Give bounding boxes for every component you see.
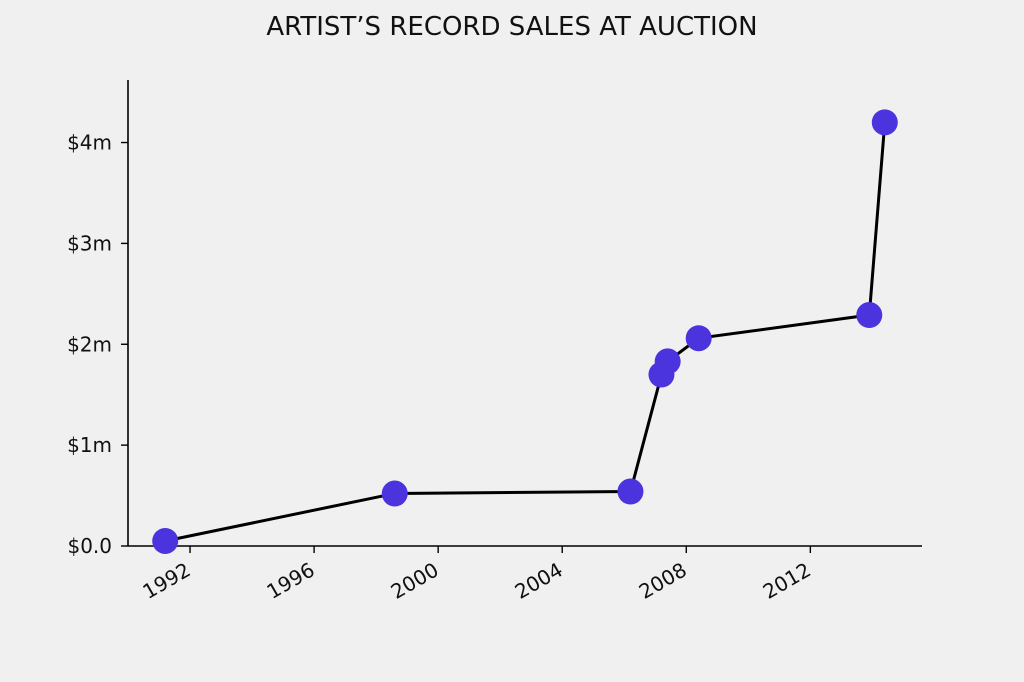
x-tick-label: 1992 (138, 558, 194, 604)
data-point (856, 302, 883, 329)
x-tick-label: 2000 (387, 558, 443, 604)
data-point (617, 478, 644, 505)
data-point (654, 348, 681, 375)
plot-area: $0.0 $1m $2m $3m $4m 1992 1996 2000 2004 2008 2012 (67, 80, 922, 604)
x-tick-label: 2008 (635, 558, 691, 604)
x-tick-label: 2004 (511, 558, 567, 604)
data-point (871, 109, 898, 136)
y-tick-label: $4m (67, 131, 112, 155)
data-point (381, 480, 408, 507)
series-line (164, 122, 887, 543)
y-tick-label: $0.0 (67, 534, 112, 558)
data-point (685, 325, 712, 352)
x-tick-label: 2012 (759, 558, 815, 604)
chart-title: ARTIST’S RECORD SALES AT AUCTION (266, 12, 757, 42)
data-point (152, 527, 179, 554)
x-tick-label: 1996 (263, 558, 319, 604)
y-tick-label: $3m (67, 231, 112, 255)
y-tick-label: $2m (67, 332, 112, 356)
y-tick-label: $1m (67, 433, 112, 457)
